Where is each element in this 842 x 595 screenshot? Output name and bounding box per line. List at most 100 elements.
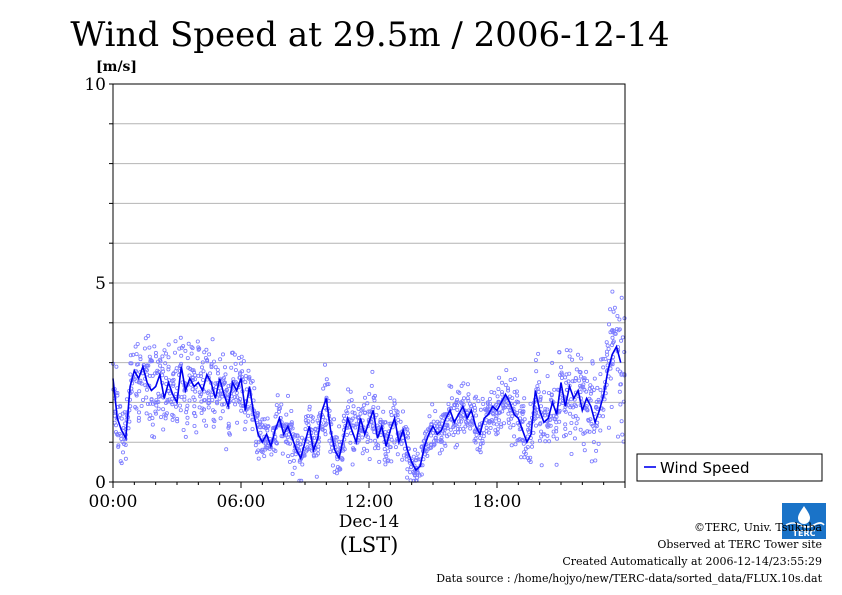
y-axis: 0 5 10 — [84, 75, 113, 493]
data-point — [134, 352, 139, 357]
data-point — [371, 405, 376, 410]
data-point — [213, 365, 218, 370]
data-point — [499, 424, 504, 429]
data-point — [160, 354, 165, 359]
data-point — [201, 398, 206, 403]
data-point — [204, 347, 209, 352]
data-point — [369, 383, 374, 388]
data-point — [548, 397, 553, 402]
data-point — [615, 313, 620, 318]
data-point — [610, 343, 615, 348]
data-point — [618, 402, 623, 407]
data-point — [506, 388, 511, 393]
data-point — [365, 401, 370, 406]
data-point — [277, 406, 282, 411]
data-point — [360, 435, 365, 440]
data-point — [458, 400, 463, 405]
data-point — [289, 422, 294, 427]
data-point — [478, 450, 483, 455]
data-point — [605, 343, 610, 348]
data-point — [197, 405, 202, 410]
data-point — [209, 365, 214, 370]
data-point — [134, 406, 139, 411]
data-point — [173, 339, 178, 344]
data-point — [429, 433, 434, 438]
data-point — [619, 338, 624, 343]
data-point — [427, 414, 432, 419]
data-point — [485, 406, 490, 411]
data-point — [499, 380, 504, 385]
data-point — [121, 425, 126, 430]
data-point — [573, 414, 578, 419]
data-point — [114, 430, 119, 435]
data-point — [604, 340, 609, 345]
data-point — [521, 441, 526, 446]
data-point — [211, 359, 216, 364]
data-point — [542, 432, 547, 437]
data-point — [495, 427, 500, 432]
data-point — [415, 470, 420, 475]
data-point — [135, 341, 140, 346]
data-point — [195, 339, 200, 344]
data-point — [598, 387, 603, 392]
data-point — [207, 400, 212, 405]
data-point — [433, 436, 438, 441]
data-point — [201, 369, 206, 374]
data-point — [568, 405, 573, 410]
data-point — [166, 364, 171, 369]
data-point — [526, 423, 531, 428]
data-point — [198, 394, 203, 399]
data-point — [612, 305, 617, 310]
data-point — [539, 463, 544, 468]
data-point — [242, 427, 247, 432]
data-point — [262, 454, 267, 459]
data-point — [184, 410, 189, 415]
data-point — [405, 431, 410, 436]
data-point — [344, 409, 349, 414]
data-point — [530, 440, 535, 445]
data-point — [269, 452, 274, 457]
data-point — [215, 371, 220, 376]
logo-text: TERC — [793, 529, 816, 538]
data-point — [164, 411, 169, 416]
data-point — [499, 390, 504, 395]
data-point — [190, 387, 195, 392]
data-point — [431, 443, 436, 448]
data-point — [224, 447, 229, 452]
data-point — [523, 451, 528, 456]
data-point — [419, 444, 424, 449]
data-point — [380, 419, 385, 424]
data-point — [197, 390, 202, 395]
data-point — [615, 367, 620, 372]
data-point — [282, 423, 287, 428]
data-point — [573, 426, 578, 431]
data-point — [445, 422, 450, 427]
data-point — [433, 409, 438, 414]
data-point — [118, 403, 123, 408]
data-point — [386, 449, 391, 454]
data-point — [465, 396, 470, 401]
data-point — [136, 410, 141, 415]
data-point — [175, 419, 180, 424]
data-point — [568, 430, 573, 435]
data-point — [195, 356, 200, 361]
data-point — [525, 445, 530, 450]
data-point — [192, 404, 197, 409]
data-point — [473, 394, 478, 399]
data-point — [557, 419, 562, 424]
data-point — [265, 416, 270, 421]
data-point — [119, 416, 124, 421]
data-point — [187, 373, 192, 378]
data-point — [192, 423, 197, 428]
data-point — [568, 411, 573, 416]
data-point — [590, 359, 595, 364]
data-point — [462, 429, 467, 434]
date-label: Dec-14 — [339, 512, 400, 532]
data-point — [285, 393, 290, 398]
data-point — [153, 350, 158, 355]
data-point — [453, 445, 458, 450]
data-point — [153, 409, 158, 414]
data-point — [177, 403, 182, 408]
data-point — [144, 387, 149, 392]
